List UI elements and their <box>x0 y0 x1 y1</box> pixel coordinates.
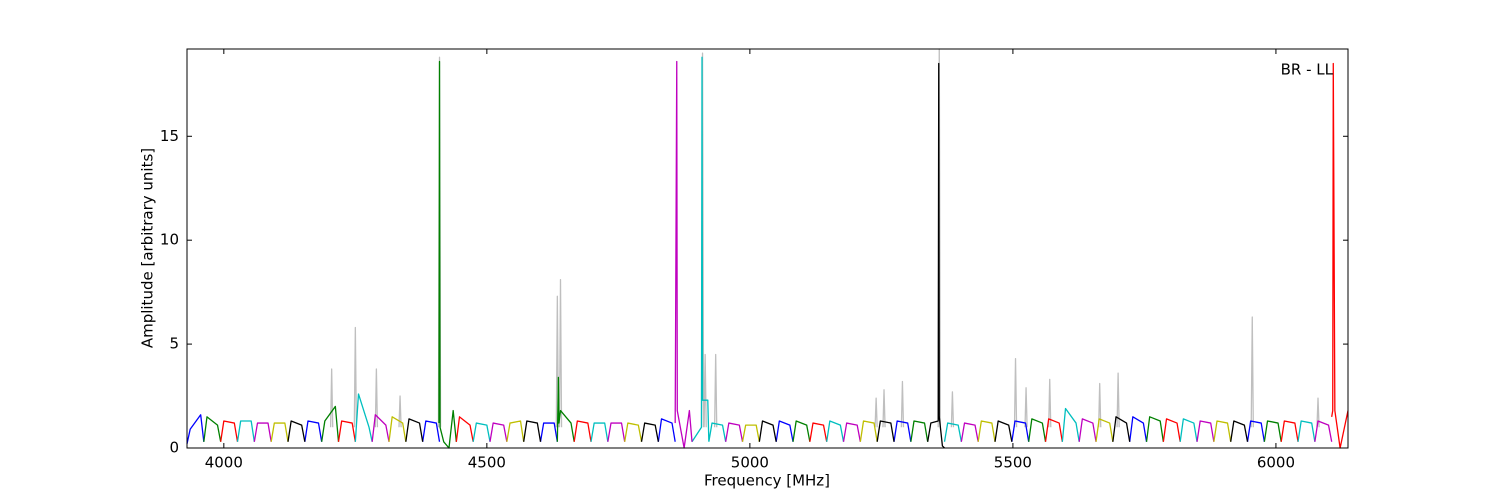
data-line <box>220 62 1349 449</box>
data-line <box>236 56 1316 443</box>
data-line <box>329 48 1320 428</box>
data-line <box>203 60 1282 449</box>
data-line <box>186 414 1266 444</box>
y-tick-label: 0 <box>169 439 179 457</box>
x-tick-label: 5000 <box>731 454 769 472</box>
y-axis-label: Amplitude [arbitrary units] <box>139 148 157 348</box>
y-tick-label: 5 <box>169 335 179 353</box>
y-tick-label: 10 <box>160 231 179 249</box>
x-tick-label: 4000 <box>205 454 243 472</box>
x-tick-label: 6000 <box>1257 454 1295 472</box>
x-axis-label: Frequency [MHz] <box>704 472 830 490</box>
y-tick-label: 15 <box>160 127 179 145</box>
x-tick-label: 4500 <box>468 454 506 472</box>
axes-frame <box>186 48 1349 449</box>
plot-area <box>186 48 1349 449</box>
x-tick-label: 5500 <box>994 454 1032 472</box>
data-line <box>270 416 1232 442</box>
annotation: BR - LL <box>1281 61 1334 79</box>
data-line <box>253 60 1333 449</box>
data-line <box>287 62 1249 449</box>
